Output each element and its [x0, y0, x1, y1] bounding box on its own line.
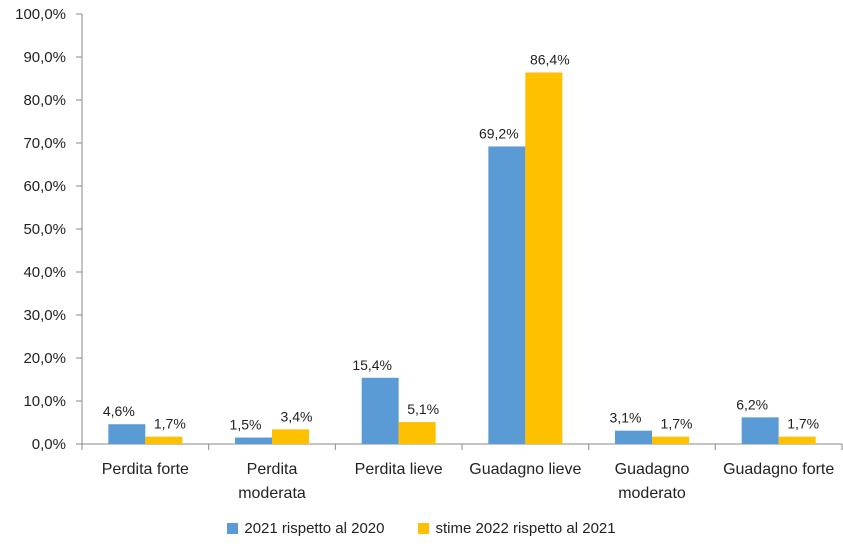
x-tick-label: Guadagno lieve: [469, 461, 581, 478]
legend-label-series-2: stime 2022 rispetto al 2021: [435, 520, 616, 537]
y-tick-label: 10,0%: [23, 393, 66, 410]
data-label: 86,4%: [530, 51, 570, 67]
legend-label-series-1: 2021 rispetto al 2020: [244, 520, 385, 537]
x-tick-label: moderato: [618, 485, 686, 502]
bar-series-2: [525, 72, 563, 444]
x-tick-label: Perdita forte: [102, 461, 189, 478]
y-tick-label: 70,0%: [23, 135, 66, 152]
x-tick-label: Guadagno forte: [723, 461, 834, 478]
data-label: 1,7%: [787, 416, 819, 432]
y-tick-label: 60,0%: [23, 178, 66, 195]
data-label: 5,1%: [407, 401, 439, 417]
bar-series-1: [615, 430, 652, 444]
bar-chart: 0,0% 10,0% 20,0% 30,0% 40,0% 50,0% 60,0% 70,0% 8…: [15, 6, 843, 502]
data-label: 3,4%: [281, 408, 313, 424]
y-tick-label: 100,0%: [15, 6, 66, 23]
legend-item-series-2: stime 2022 rispetto al 2021: [418, 520, 616, 537]
bar-series-1: [108, 424, 146, 444]
y-tick-label: 80,0%: [23, 92, 66, 109]
data-label: 15,4%: [352, 357, 392, 373]
data-label: 1,7%: [154, 416, 186, 432]
legend-swatch-series-2: [418, 523, 430, 534]
bar-series-1: [488, 146, 526, 444]
data-label: 1,5%: [230, 417, 262, 433]
bar-series-2: [145, 436, 183, 444]
bar-series-2: [778, 436, 816, 444]
data-label: 4,6%: [103, 403, 135, 419]
x-tick-label: moderata: [238, 485, 306, 502]
x-tick-label: Perdita: [247, 461, 298, 478]
x-tick-label: Perdita lieve: [355, 461, 443, 478]
bar-series-1: [741, 417, 779, 444]
y-tick-label: 20,0%: [23, 350, 66, 367]
data-label: 69,2%: [479, 125, 519, 141]
bar-series-1: [361, 377, 399, 444]
data-label: 3,1%: [610, 410, 642, 426]
legend-item-series-1: 2021 rispetto al 2020: [227, 520, 384, 537]
y-tick-label: 40,0%: [23, 264, 66, 281]
y-tick-label: 0,0%: [32, 436, 66, 453]
bar-series-2: [398, 422, 436, 444]
bar-series-1: [235, 437, 272, 444]
bar-series-2: [272, 429, 309, 444]
y-tick-label: 30,0%: [23, 307, 66, 324]
data-label: 6,2%: [736, 396, 768, 412]
y-tick-label: 50,0%: [23, 221, 66, 238]
legend-swatch-series-1: [227, 523, 239, 534]
y-tick-label: 90,0%: [23, 49, 66, 66]
data-label: 1,7%: [661, 416, 693, 432]
bar-series-2: [652, 436, 689, 444]
legend: 2021 rispetto al 2020 stime 2022 rispett…: [0, 520, 843, 537]
x-tick-label: Guadagno: [615, 461, 690, 478]
